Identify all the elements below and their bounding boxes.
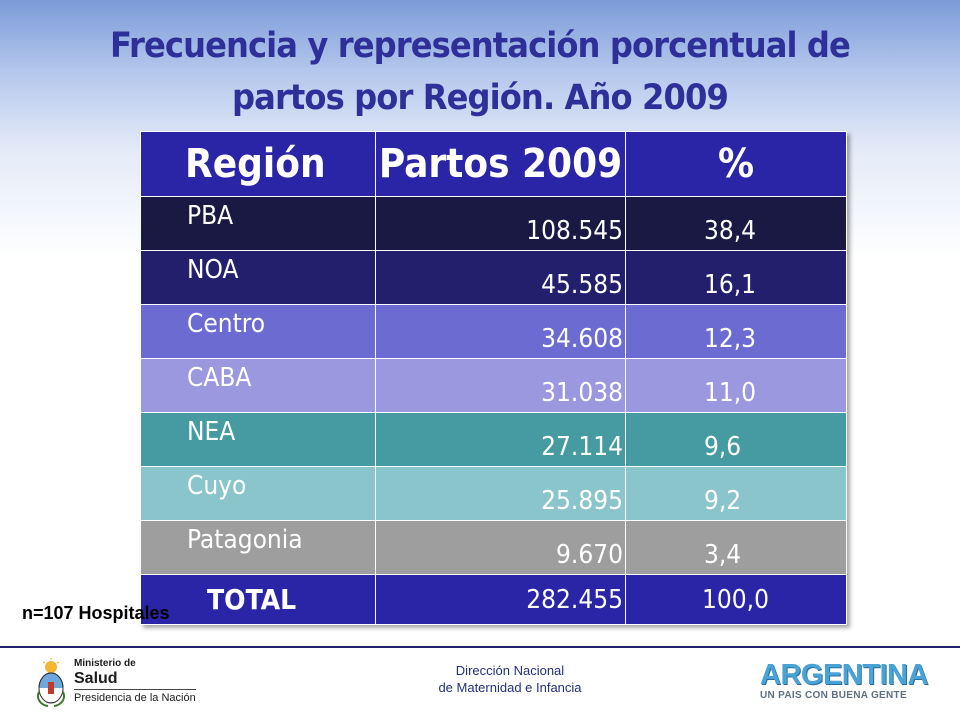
brand-name: ARGENTINA	[760, 659, 928, 691]
cell-partos: 108.545	[375, 196, 626, 251]
cell-percent: 16,1	[625, 250, 847, 305]
table-row: NEA 27.114 9,6	[140, 412, 847, 467]
cell-percent: 38,4	[625, 196, 847, 251]
table-row: CABA 31.038 11,0	[140, 358, 847, 413]
ministry-line-2: Salud	[74, 670, 118, 687]
footer-department: Dirección Nacional de Maternidad e Infan…	[380, 662, 640, 696]
department-line-1: Dirección Nacional	[455, 663, 565, 678]
cell-region: CABA	[140, 358, 376, 413]
header-partos: Partos 2009	[375, 131, 626, 197]
table-row: PBA 108.545 38,4	[140, 196, 847, 251]
title-line-1: Frecuencia y representación porcentual d…	[110, 26, 851, 66]
cell-percent: 3,4	[625, 520, 847, 575]
cell-total-label: TOTAL	[140, 574, 376, 625]
cell-total-partos: 282.455	[375, 574, 626, 625]
department-line-2: de Maternidad e Infancia	[438, 680, 582, 695]
title-line-2: partos por Región. Año 2009	[232, 78, 729, 118]
cell-percent: 11,0	[625, 358, 847, 413]
births-by-region-table: Región Partos 2009 % PBA 108.545 38,4 NO…	[140, 131, 847, 625]
header-percent: %	[625, 131, 847, 197]
cell-partos: 45.585	[375, 250, 626, 305]
coat-of-arms-icon	[37, 658, 65, 707]
table-row: Centro 34.608 12,3	[140, 304, 847, 359]
cell-region: PBA	[140, 196, 376, 251]
cell-percent: 12,3	[625, 304, 847, 359]
argentina-brand-logo: ARGENTINA UN PAIS CON BUENA GENTE	[760, 660, 940, 702]
cell-partos: 9.670	[375, 520, 626, 575]
cell-region: Patagonia	[140, 520, 376, 575]
cell-partos: 34.608	[375, 304, 626, 359]
cell-region: NEA	[140, 412, 376, 467]
table-total-row: TOTAL 282.455 100,0	[140, 574, 847, 625]
header-region: Región	[140, 131, 376, 197]
table-row: Cuyo 25.895 9,2	[140, 466, 847, 521]
brand-tagline: UN PAIS CON BUENA GENTE	[760, 690, 907, 701]
cell-region: NOA	[140, 250, 376, 305]
cell-percent: 9,2	[625, 466, 847, 521]
cell-partos: 27.114	[375, 412, 626, 467]
ministry-text: Ministerio de Salud Presidencia de la Na…	[74, 658, 196, 705]
cell-total-percent: 100,0	[625, 574, 847, 625]
cell-percent: 9,6	[625, 412, 847, 467]
cell-region: Centro	[140, 304, 376, 359]
slide-title: Frecuencia y representación porcentual d…	[75, 20, 885, 124]
cell-partos: 25.895	[375, 466, 626, 521]
ministry-line-1: Ministerio de	[74, 658, 136, 669]
cell-region: Cuyo	[140, 466, 376, 521]
table-row: NOA 45.585 16,1	[140, 250, 847, 305]
footer-divider	[0, 646, 960, 648]
sample-size-note: n=107 Hospitales	[22, 603, 170, 623]
ministry-line-3: Presidencia de la Nación	[74, 689, 196, 705]
table-header-row: Región Partos 2009 %	[140, 131, 847, 197]
table-row: Patagonia 9.670 3,4	[140, 520, 847, 575]
ministry-logo: Ministerio de Salud Presidencia de la Na…	[34, 656, 224, 712]
cell-partos: 31.038	[375, 358, 626, 413]
